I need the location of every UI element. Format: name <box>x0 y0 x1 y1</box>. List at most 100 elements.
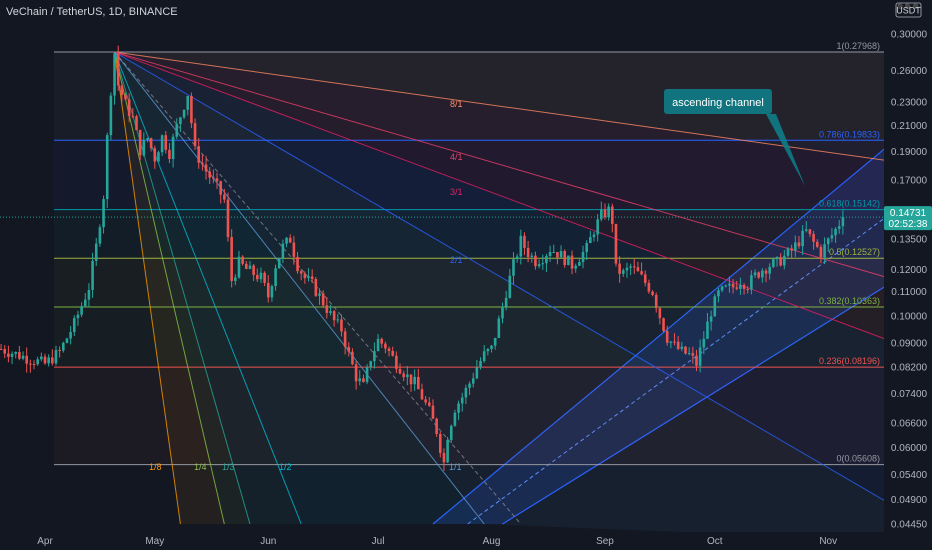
candle-body <box>592 234 596 238</box>
candle-body <box>274 268 277 287</box>
candle-body <box>768 266 771 274</box>
candle-body <box>746 288 750 290</box>
candle-body <box>797 242 801 247</box>
candle-body <box>585 243 588 252</box>
candle-body <box>735 287 739 289</box>
candle-body <box>102 199 105 228</box>
currency-badge[interactable]: ⚫ ⚫ ⚫USDT <box>895 2 922 18</box>
candle-body <box>321 293 325 306</box>
gann-fan-lines[interactable]: 8/1 4/1 3/1 2/1 1/1 1/2 1/3 1/4 1/8 <box>114 51 920 525</box>
candle-body <box>255 275 259 280</box>
candle-body <box>40 356 43 360</box>
candle-body <box>570 255 574 269</box>
gann-line-4-1[interactable] <box>114 51 920 287</box>
ascending-channel-callout[interactable]: ascending channel <box>664 89 805 186</box>
candle-body <box>691 353 695 356</box>
candle-body <box>475 367 479 379</box>
candle-body <box>0 348 3 350</box>
candle-body <box>658 308 662 319</box>
gann-line-1-8[interactable] <box>114 51 181 525</box>
gann-label-4-1: 4/1 <box>450 152 463 162</box>
candle-body <box>179 117 182 125</box>
candle-body <box>720 286 724 291</box>
candle-body <box>512 259 515 276</box>
ascending-channel[interactable] <box>432 120 920 525</box>
candle-body <box>398 368 402 374</box>
candle-body <box>801 230 804 247</box>
candle-body <box>208 171 211 178</box>
price-tag-price: 0.14731 <box>890 208 927 219</box>
x-tick-label: Oct <box>707 536 723 547</box>
y-tick-label: 0.05400 <box>891 470 928 481</box>
candle-body <box>402 373 405 378</box>
candle-body <box>343 331 347 347</box>
candle-body <box>420 389 424 400</box>
y-axis[interactable]: 0.30000 0.26000 0.23000 0.21000 0.19000 0.170… <box>884 0 932 550</box>
candle-body <box>226 199 230 238</box>
candle-body <box>307 276 310 279</box>
candle-body <box>654 294 658 309</box>
candle-body <box>87 289 91 300</box>
fib-zone <box>54 140 884 210</box>
candle-body <box>116 53 120 86</box>
gann-label-1-1: 1/1 <box>449 462 462 472</box>
candle-body <box>270 286 274 298</box>
candle-body <box>91 260 94 290</box>
gann-label-1-8: 1/8 <box>149 462 162 472</box>
candle-body <box>168 149 171 160</box>
candle-body <box>589 237 592 244</box>
candle-body <box>14 351 18 354</box>
candle-body <box>373 351 376 362</box>
currency-badge-frame[interactable] <box>895 2 922 18</box>
candle-body <box>581 251 585 263</box>
fib-label-0.786: 0.786(0.19833) <box>819 129 880 139</box>
candle-body <box>3 349 7 354</box>
candle-body <box>457 403 460 413</box>
candle-body <box>186 95 190 110</box>
candle-body <box>263 272 266 283</box>
candle-body <box>563 251 567 266</box>
gann-line-1-2[interactable] <box>114 51 302 525</box>
gann-line-1-3[interactable] <box>114 51 251 525</box>
gann-line-1-4[interactable] <box>114 51 225 525</box>
candle-body <box>629 266 632 268</box>
candle-body <box>497 318 501 338</box>
candle-body <box>127 99 131 116</box>
candle-body <box>365 367 369 382</box>
channel-upper-line[interactable] <box>432 120 920 525</box>
x-axis: Apr May Jun Jul Aug Sep Oct Nov <box>0 532 932 550</box>
y-tick-label: 0.07400 <box>891 389 928 400</box>
candle-body <box>618 263 621 274</box>
gann-line-2-1[interactable] <box>114 51 920 521</box>
callout-box[interactable] <box>664 89 772 114</box>
candle-body <box>709 316 713 322</box>
candle-body <box>310 276 314 280</box>
candle-body <box>669 341 673 343</box>
y-tick-label: 0.08200 <box>891 363 928 374</box>
candle-body <box>607 206 610 218</box>
y-tick-label: 0.06000 <box>891 443 928 454</box>
candle-body <box>347 346 351 352</box>
candle-body <box>567 255 570 266</box>
candle-body <box>431 405 435 419</box>
candle-body <box>201 162 204 165</box>
candle-body <box>362 378 365 382</box>
y-axis-background <box>884 0 932 550</box>
candle-body <box>325 305 329 313</box>
candle-body <box>600 209 603 220</box>
candle-body <box>636 267 640 272</box>
x-tick-label: Apr <box>37 536 53 547</box>
candle-body <box>446 440 449 463</box>
candle-body <box>680 346 684 349</box>
channel-lower-line[interactable] <box>502 265 920 525</box>
gann-line-3-1[interactable] <box>114 51 920 352</box>
candle-body <box>442 453 446 463</box>
fib-zone <box>54 209 884 259</box>
candle-body <box>72 318 76 333</box>
candle-body <box>435 418 438 434</box>
candle-body <box>135 116 138 130</box>
gann-label-8-1: 8/1 <box>450 99 463 109</box>
candle-body <box>841 217 845 227</box>
candle-body <box>109 95 113 136</box>
